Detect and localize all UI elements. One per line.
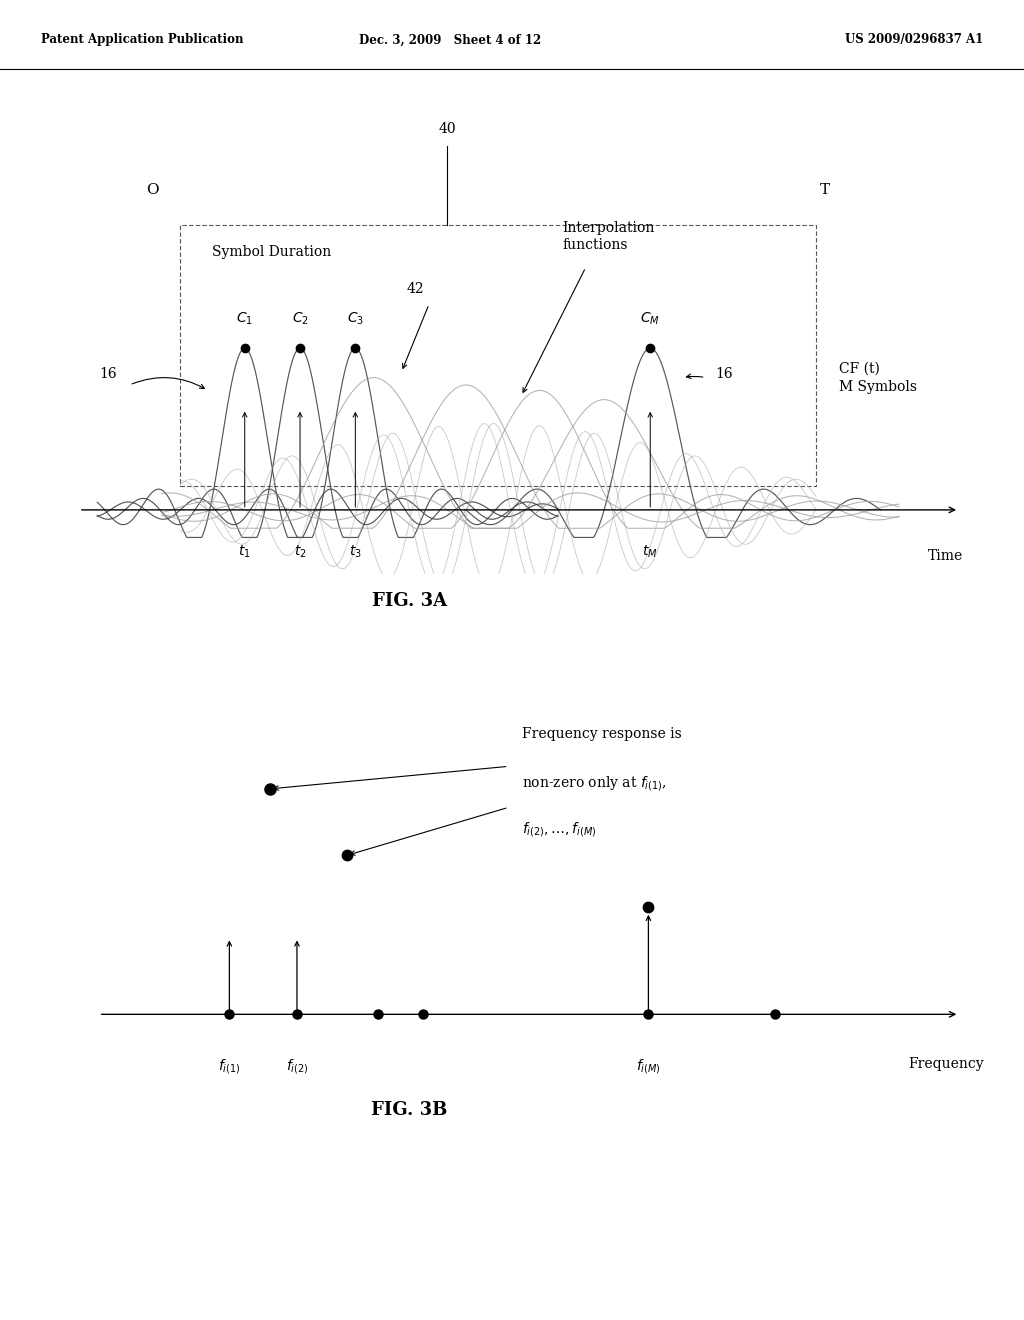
Text: FIG. 3B: FIG. 3B: [372, 1101, 447, 1119]
Text: $t_2$: $t_2$: [294, 544, 306, 560]
Text: $C_2$: $C_2$: [292, 310, 308, 327]
Text: non-zero only at $f_{i(1)}$,: non-zero only at $f_{i(1)}$,: [522, 774, 667, 792]
Text: $t_M$: $t_M$: [642, 544, 658, 560]
Text: Time: Time: [928, 549, 963, 562]
Text: 42: 42: [407, 282, 424, 296]
Text: Patent Application Publication: Patent Application Publication: [41, 33, 244, 46]
Text: T: T: [820, 182, 830, 197]
Bar: [180, 224, 816, 486]
Text: FIG. 3A: FIG. 3A: [372, 591, 447, 610]
Text: $f_{i(M)}$: $f_{i(M)}$: [636, 1057, 660, 1076]
Text: Interpolation
functions: Interpolation functions: [563, 220, 655, 252]
Text: CF (t)
M Symbols: CF (t) M Symbols: [840, 362, 918, 393]
Text: $f_{i(1)}$: $f_{i(1)}$: [218, 1057, 241, 1076]
Text: 40: 40: [438, 123, 457, 136]
Text: Frequency: Frequency: [908, 1057, 984, 1072]
Text: O: O: [146, 182, 159, 197]
Text: $C_3$: $C_3$: [347, 310, 364, 327]
Text: 16: 16: [99, 367, 117, 380]
Text: $t_3$: $t_3$: [349, 544, 361, 560]
Text: $f_{i(2)},\ldots, f_{i(M)}$: $f_{i(2)},\ldots, f_{i(M)}$: [522, 820, 597, 838]
Text: Symbol Duration: Symbol Duration: [213, 246, 332, 259]
Text: $C_1$: $C_1$: [237, 310, 253, 327]
Text: 16: 16: [715, 367, 733, 380]
Text: $C_M$: $C_M$: [640, 310, 660, 327]
Text: US 2009/0296837 A1: US 2009/0296837 A1: [845, 33, 983, 46]
Text: Frequency response is: Frequency response is: [522, 727, 682, 742]
Text: $f_{i(2)}$: $f_{i(2)}$: [286, 1057, 308, 1076]
Text: Dec. 3, 2009   Sheet 4 of 12: Dec. 3, 2009 Sheet 4 of 12: [359, 33, 542, 46]
Text: $t_1$: $t_1$: [239, 544, 251, 560]
